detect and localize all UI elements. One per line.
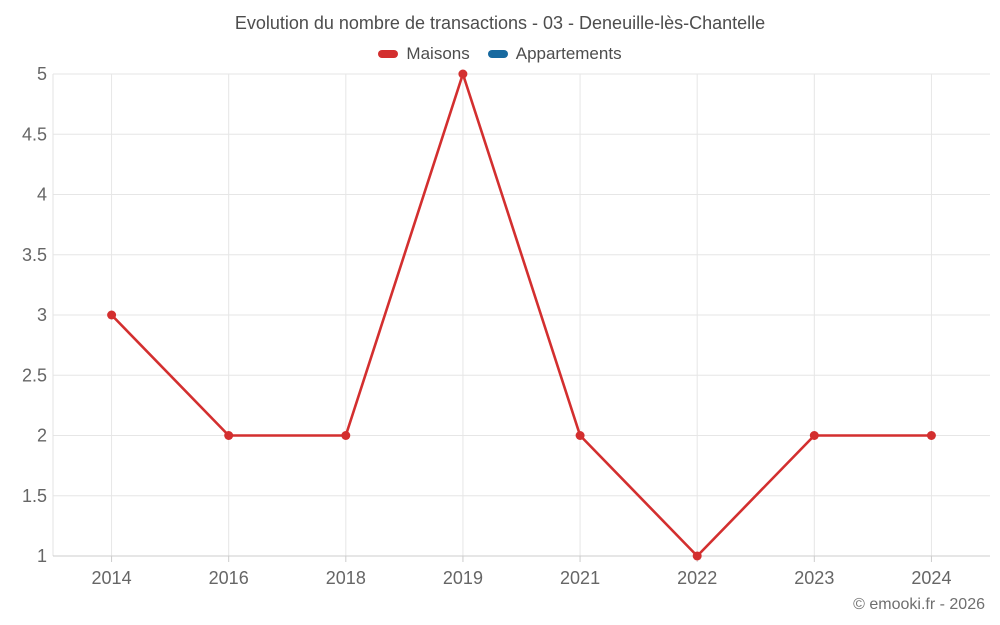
x-axis-label: 2014 (92, 568, 132, 588)
y-axis-label: 5 (37, 64, 47, 84)
x-axis-label: 2018 (326, 568, 366, 588)
data-point-maisons[interactable] (809, 431, 819, 440)
y-axis-label: 1.5 (22, 486, 47, 506)
y-axis-label: 4.5 (22, 124, 47, 144)
appartements-legend-swatch-icon (487, 50, 508, 58)
x-axis-label: 2016 (209, 568, 249, 588)
legend-item-maisons[interactable]: Maisons (378, 44, 470, 64)
legend-item-appartements[interactable]: Appartements (487, 44, 622, 64)
x-axis-label: 2024 (911, 568, 951, 588)
y-axis-label: 2 (37, 426, 47, 446)
y-axis-label: 2.5 (22, 365, 47, 385)
y-axis-label: 3 (37, 305, 47, 325)
data-point-maisons[interactable] (926, 431, 936, 440)
legend-label-maisons: Maisons (406, 44, 470, 63)
data-point-maisons[interactable] (458, 69, 468, 79)
data-point-maisons[interactable] (341, 431, 351, 440)
legend-label-appartements: Appartements (515, 44, 622, 63)
y-axis-label: 1 (37, 546, 47, 566)
y-axis-label: 3.5 (22, 245, 47, 265)
data-point-maisons[interactable] (107, 310, 117, 320)
x-axis-label: 2019 (443, 568, 483, 588)
maisons-legend-swatch-icon (378, 50, 399, 58)
chart-title: Evolution du nombre de transactions - 03… (234, 13, 766, 33)
y-axis-label: 4 (37, 185, 47, 205)
x-axis-label: 2023 (794, 568, 834, 588)
x-axis-label: 2022 (677, 568, 717, 588)
series-line-maisons (110, 72, 933, 558)
data-point-maisons[interactable] (575, 431, 585, 440)
legend: Maisons Appartements (0, 44, 1000, 64)
credit-text: © emooki.fr - 2026 (853, 596, 985, 613)
x-axis-label: 2021 (560, 568, 600, 588)
data-point-maisons[interactable] (224, 431, 234, 440)
data-point-maisons[interactable] (692, 551, 702, 561)
